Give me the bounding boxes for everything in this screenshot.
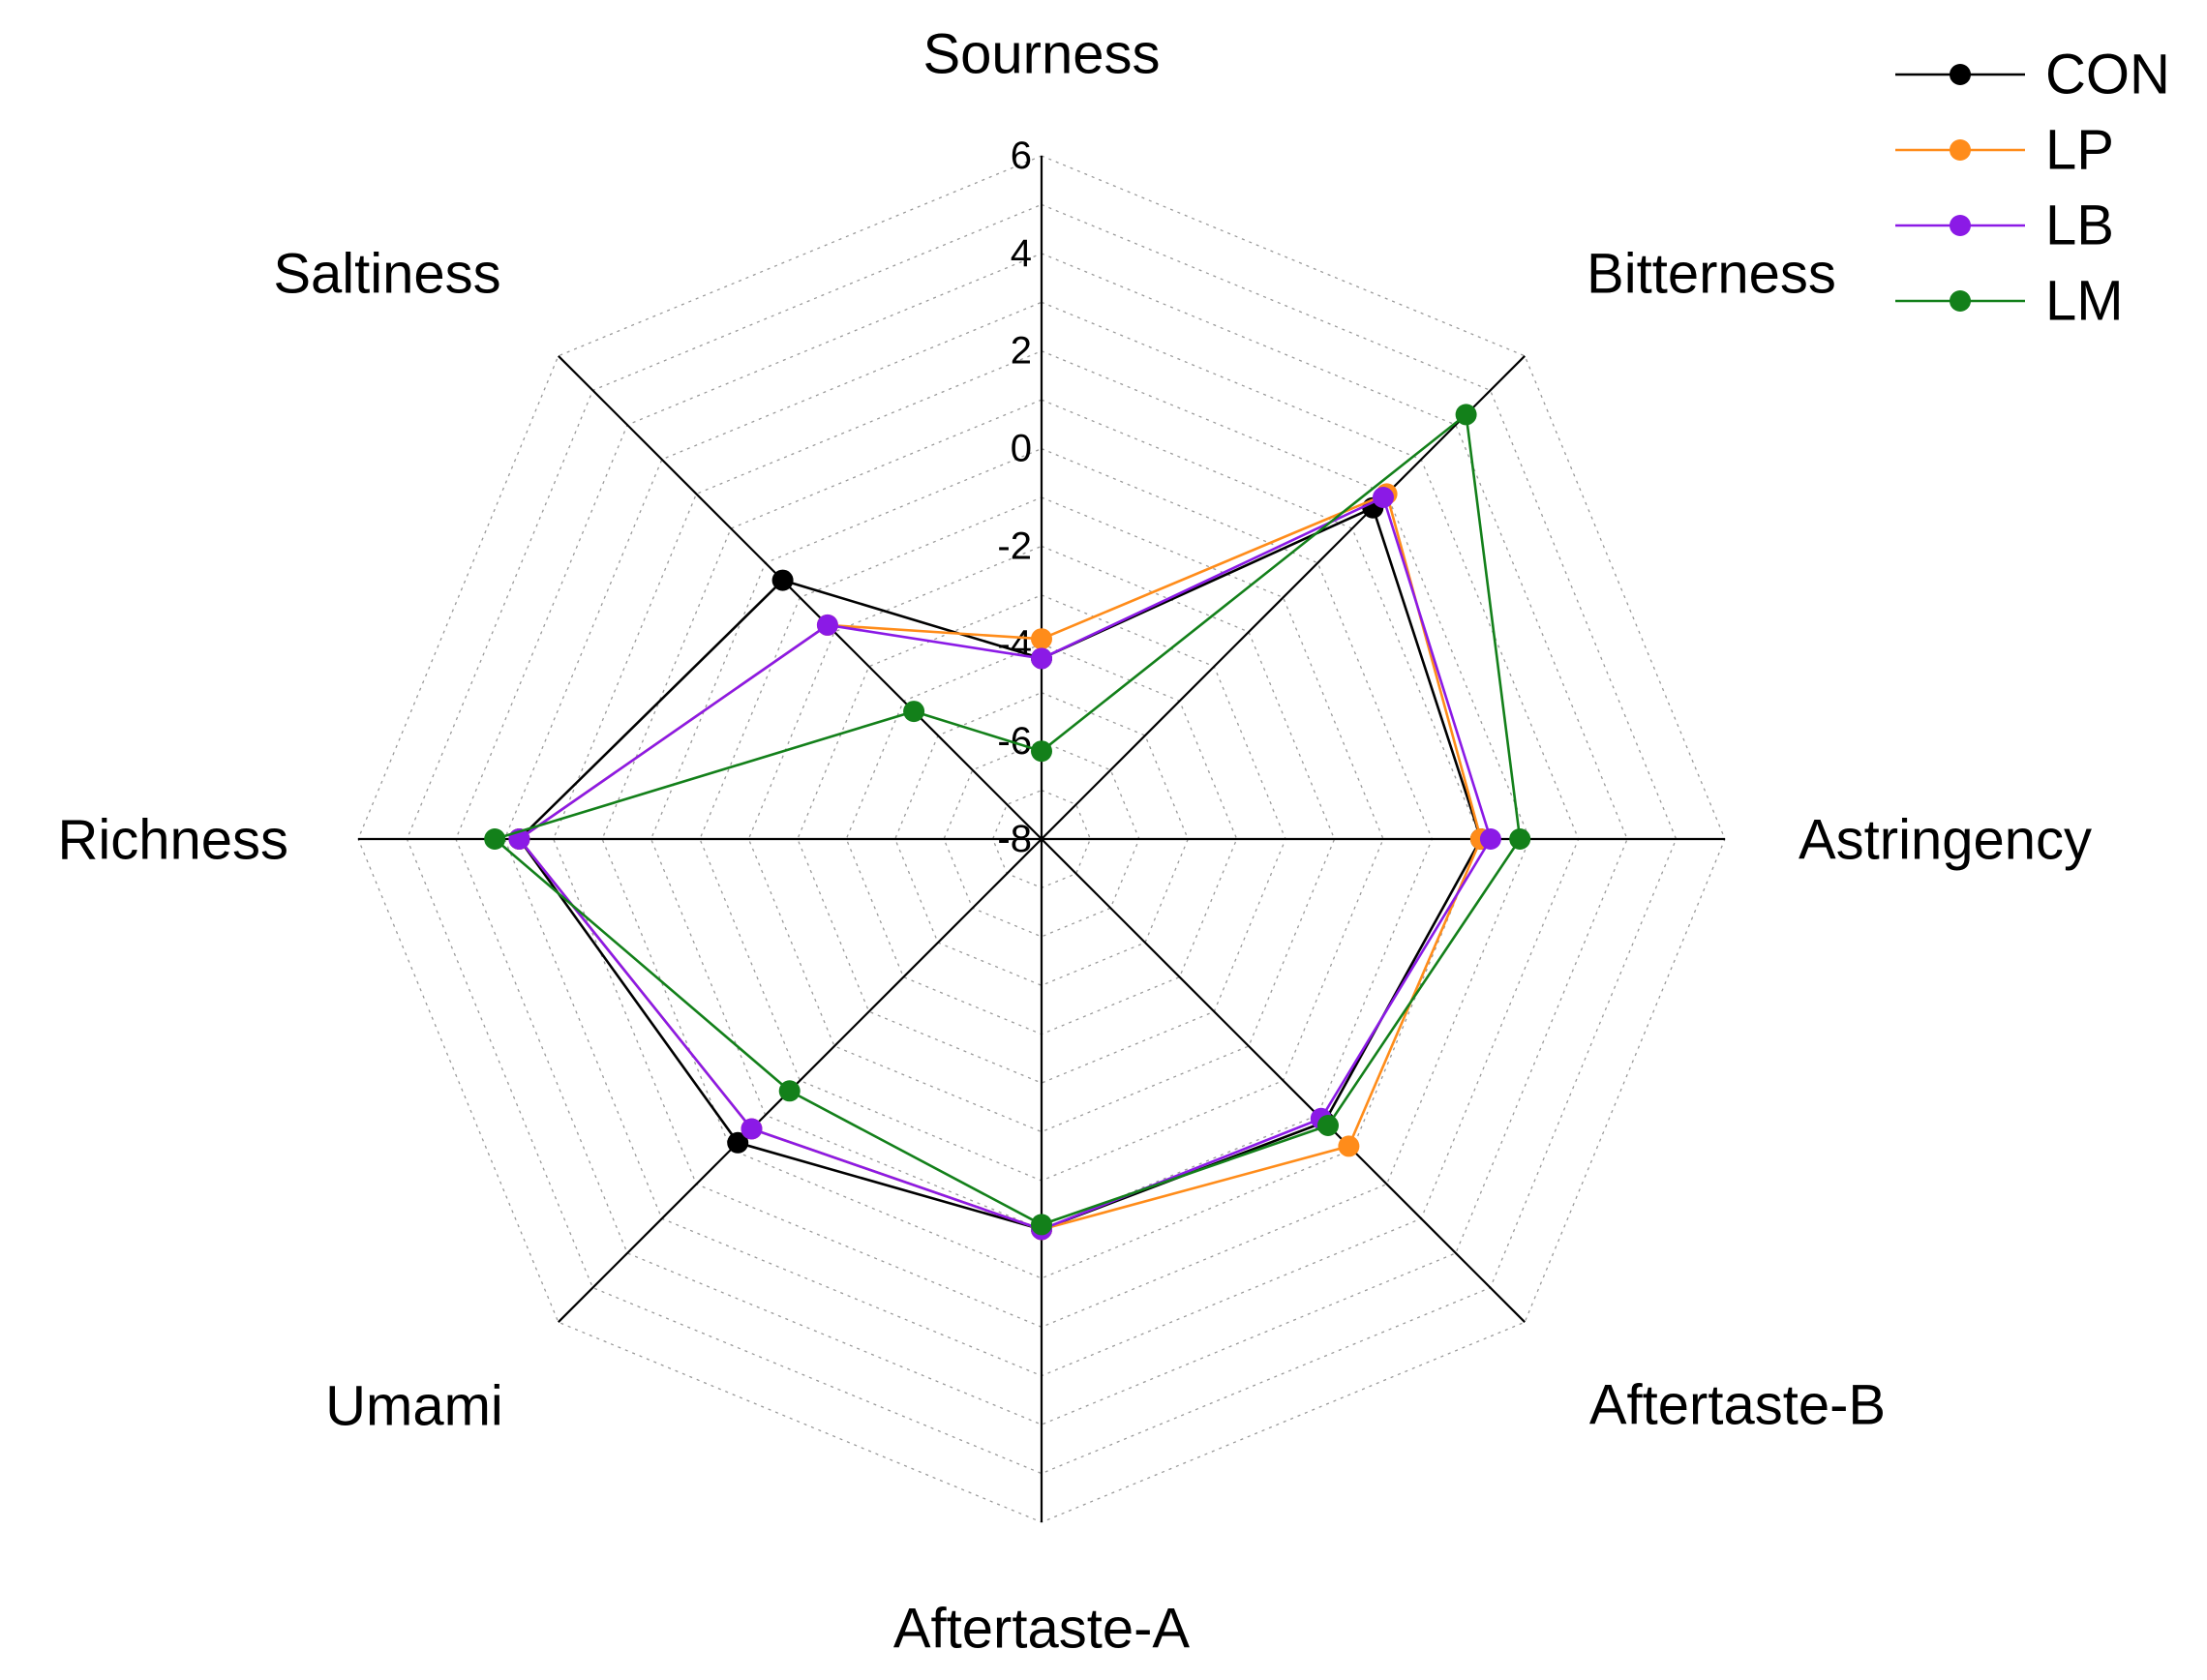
point-lb-sourness [1031, 647, 1052, 670]
grid-ring [552, 349, 1531, 1329]
tick-label: -2 [997, 525, 1032, 567]
grid-ring [797, 594, 1286, 1084]
legend-marker [1950, 139, 1971, 161]
axis-line-saltiness [558, 355, 1043, 840]
tick-label: 6 [1011, 135, 1032, 177]
tick-labels: 6 4 2 0 -2 -4 -6 -8 [997, 135, 1032, 860]
series-lm [484, 404, 1531, 1236]
point-lm-umami [778, 1080, 801, 1102]
point-lb-saltiness [816, 614, 838, 636]
grid-ring [943, 740, 1140, 938]
point-lp-aftertaste-b [1338, 1135, 1360, 1157]
point-lm-richness [484, 828, 506, 850]
legend-label: LM [2045, 270, 2124, 333]
point-con-saltiness [771, 569, 794, 591]
series [484, 404, 1531, 1241]
point-lb-bitterness [1373, 487, 1394, 508]
series-line-lb [517, 495, 1493, 1231]
axis-label-astringency: Astringency [1799, 809, 2092, 872]
axis-label-bitterness: Bitterness [1587, 243, 1836, 306]
tick-label: -6 [997, 720, 1032, 763]
point-lp-sourness [1031, 628, 1052, 650]
axis-label-aftertaste-b: Aftertaste-B [1589, 1374, 1886, 1437]
legend-item-lp: LP [1895, 119, 2114, 182]
point-lm-sourness [1031, 740, 1052, 763]
legend-marker [1950, 215, 1971, 236]
point-lb-umami [741, 1118, 763, 1140]
point-lm-aftertaste-a [1031, 1214, 1052, 1236]
grid-ring [406, 203, 1678, 1475]
legend-item-lb: LB [1895, 195, 2114, 257]
point-lm-bitterness [1455, 404, 1477, 426]
point-lm-astringency [1509, 828, 1531, 850]
legend-marker [1950, 290, 1971, 312]
point-lm-saltiness [903, 701, 925, 723]
tick-label: 4 [1011, 232, 1032, 275]
axis-label-umami: Umami [325, 1375, 503, 1438]
point-con-umami [727, 1131, 749, 1154]
tick-label: -4 [997, 622, 1032, 665]
series-lb [508, 487, 1501, 1241]
grid-ring [455, 253, 1628, 1425]
tick-label: 0 [1011, 428, 1032, 470]
legend-label: LB [2045, 195, 2114, 257]
legend: CON LP LB LM [1895, 44, 2170, 333]
axis-labels: Sourness Bitterness Astringency Aftertaste-… [57, 23, 2092, 1661]
series-lp [508, 483, 1492, 1241]
grid-ring [747, 545, 1336, 1133]
series-con [508, 496, 1492, 1241]
axis-label-sourness: Sourness [922, 23, 1160, 86]
tick-label: -8 [997, 818, 1032, 860]
axes [358, 156, 1725, 1522]
axis-label-aftertaste-a: Aftertaste-A [893, 1598, 1191, 1661]
legend-item-con: CON [1895, 44, 2170, 106]
tick-label: 2 [1011, 330, 1032, 373]
grid-ring [893, 691, 1190, 987]
axis-label-saltiness: Saltiness [273, 243, 500, 306]
grid-ring [650, 447, 1434, 1231]
axis-label-richness: Richness [57, 809, 288, 872]
legend-marker [1950, 64, 1971, 85]
axis-line-bitterness [1041, 355, 1526, 840]
point-lb-astringency [1479, 828, 1501, 850]
axis-line-aftertaste-b [1041, 838, 1526, 1323]
legend-label: LP [2045, 119, 2114, 182]
series-line-lp [517, 492, 1483, 1231]
legend-label: CON [2045, 44, 2170, 106]
legend-item-lm: LM [1895, 270, 2124, 333]
point-lm-aftertaste-b [1317, 1115, 1339, 1136]
axis-line-umami [558, 838, 1043, 1323]
